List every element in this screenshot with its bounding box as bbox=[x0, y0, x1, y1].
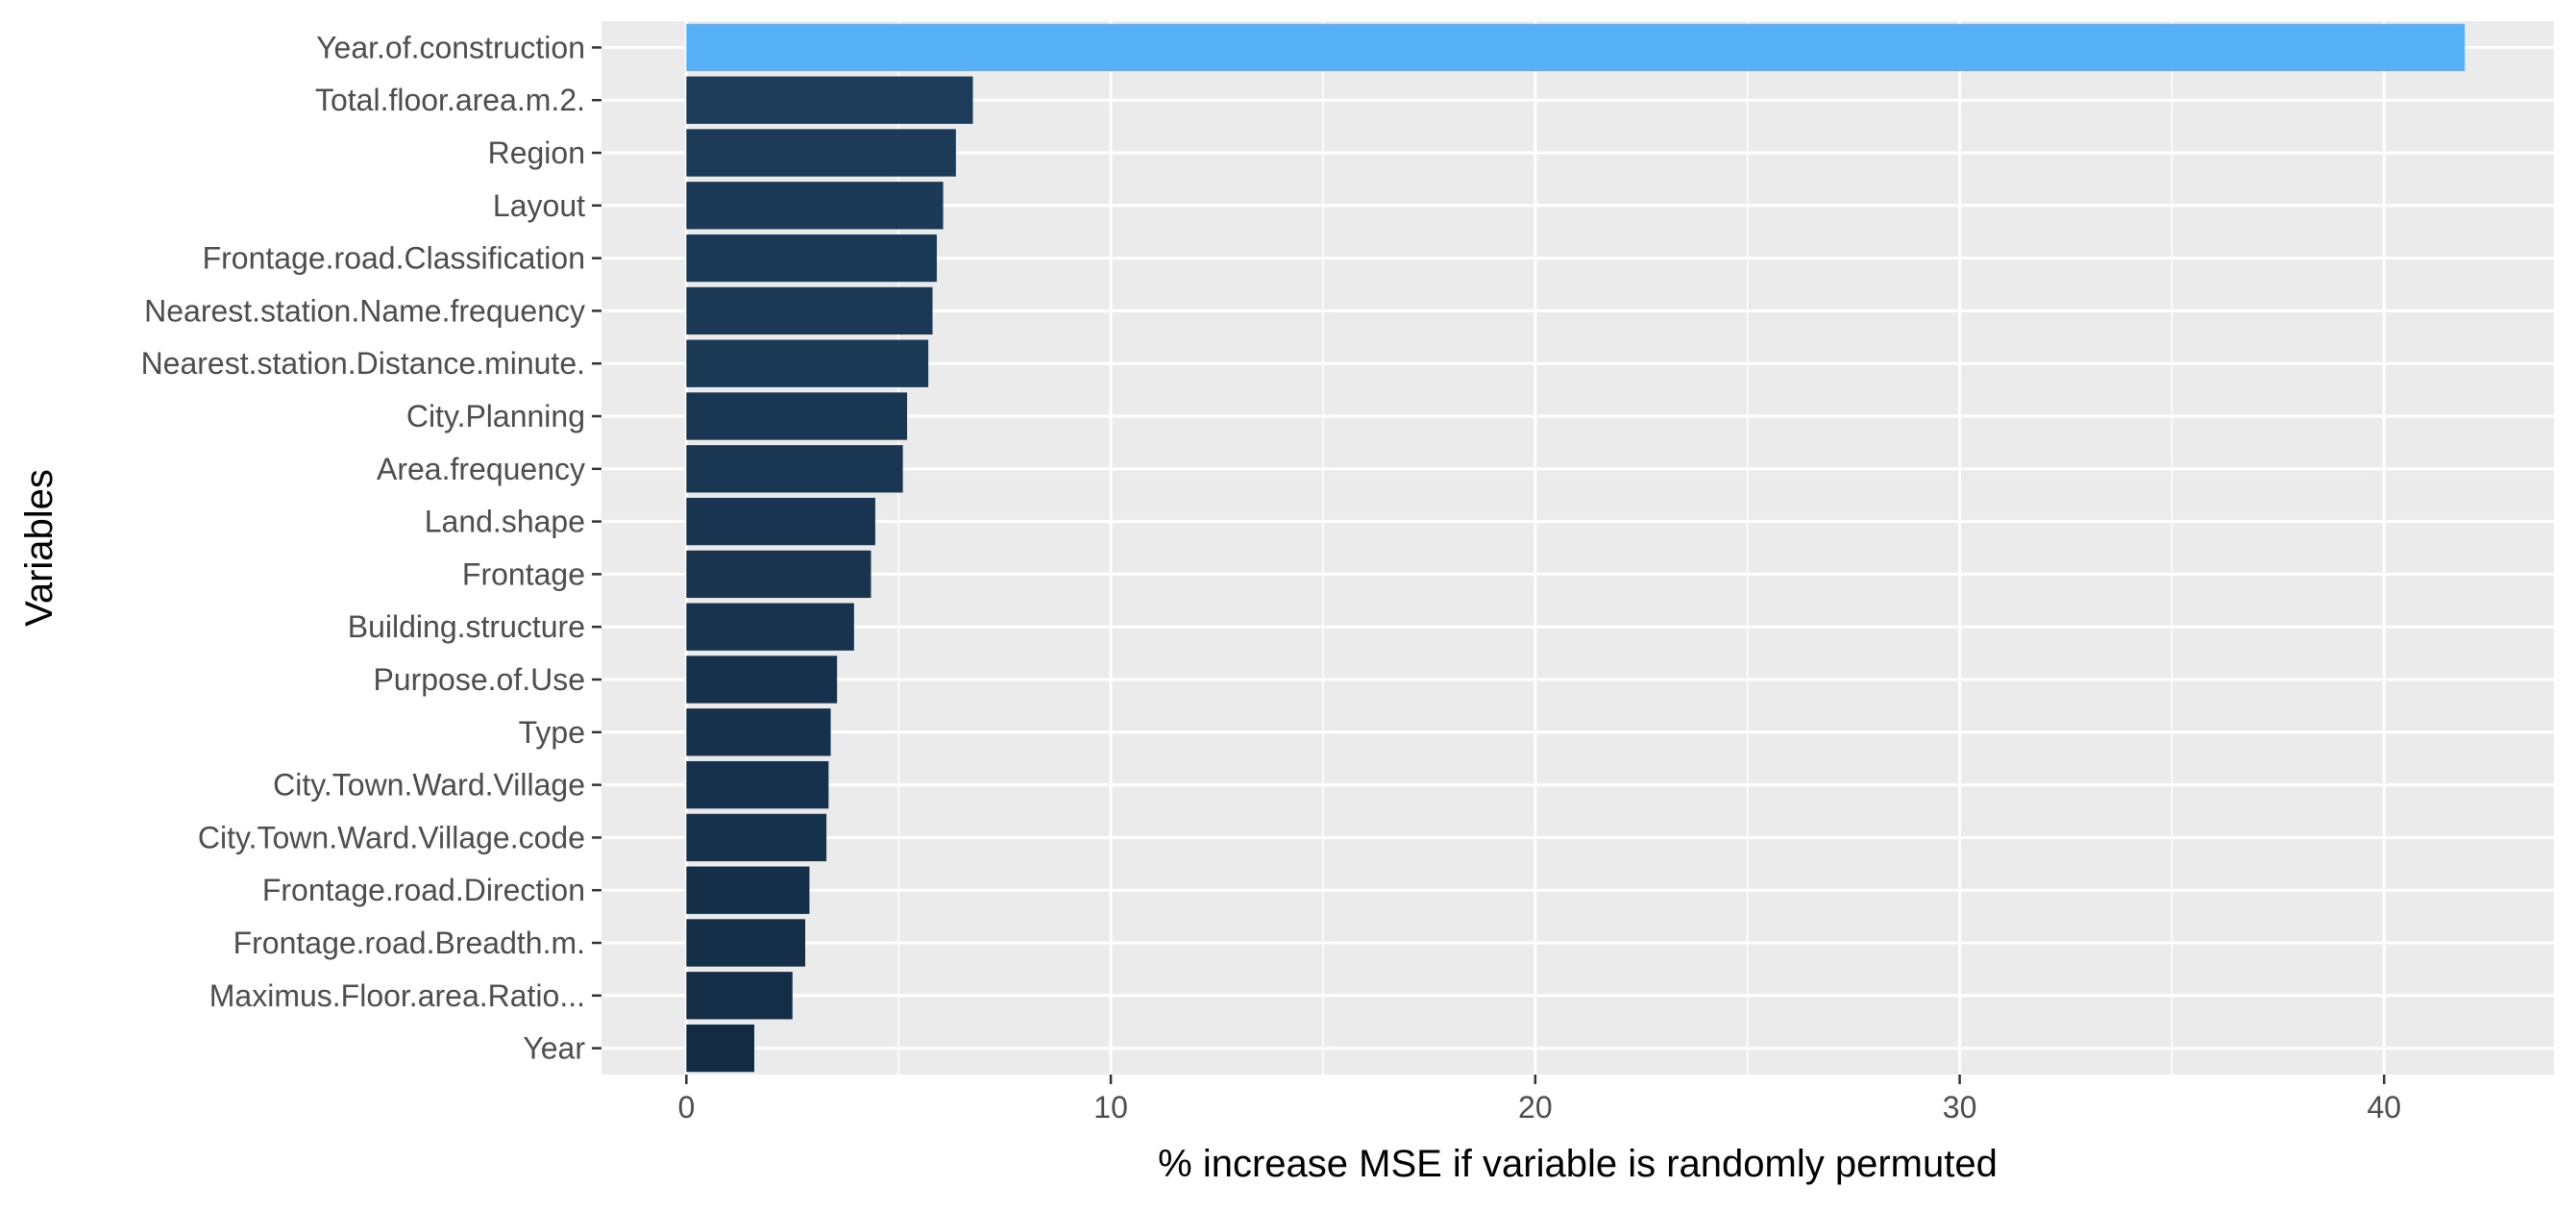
plot-panel bbox=[601, 21, 2554, 1075]
bar bbox=[686, 655, 838, 704]
x-tick-label: 0 bbox=[677, 1090, 695, 1125]
bar bbox=[686, 497, 875, 546]
y-tick-label: Nearest.station.Name.frequency bbox=[144, 293, 585, 328]
y-tick-label: Frontage bbox=[462, 557, 585, 591]
minor-gridlines bbox=[897, 21, 2173, 1075]
y-axis-title: Variables bbox=[18, 469, 61, 627]
bars bbox=[686, 23, 2466, 1073]
x-tick-label: 20 bbox=[1518, 1090, 1553, 1125]
x-tick-label: 40 bbox=[2367, 1090, 2402, 1125]
y-tick-label: Land.shape bbox=[425, 505, 585, 539]
y-tick-label: Frontage.road.Classification bbox=[203, 241, 585, 276]
y-tick-label: Area.frequency bbox=[377, 452, 585, 486]
bar bbox=[686, 76, 973, 124]
bar bbox=[686, 919, 806, 967]
bar bbox=[686, 550, 871, 599]
y-tick-label: City.Town.Ward.Village.code bbox=[198, 820, 585, 854]
y-tick-label: Year bbox=[523, 1031, 585, 1066]
bar bbox=[686, 708, 831, 756]
y-tick-label: Purpose.of.Use bbox=[373, 662, 585, 697]
bar bbox=[686, 392, 908, 440]
bar bbox=[686, 182, 944, 230]
bar bbox=[686, 23, 2466, 72]
bar bbox=[686, 445, 903, 493]
y-tick-label: Frontage.road.Breadth.m. bbox=[233, 926, 585, 960]
y-axis: Year.of.construction Total.floor.area.m.2… bbox=[141, 30, 601, 1066]
y-tick-label: City.Planning bbox=[406, 399, 585, 433]
y-tick-label: Type bbox=[519, 715, 585, 750]
y-tick-label: Building.structure bbox=[348, 609, 585, 644]
y-tick-label: Year.of.construction bbox=[316, 30, 585, 64]
bar bbox=[686, 760, 829, 809]
x-axis: 0 10 20 30 40 bbox=[677, 1075, 2401, 1125]
y-tick-label: City.Town.Ward.Village bbox=[273, 768, 585, 803]
bar bbox=[686, 286, 933, 335]
bar bbox=[686, 1024, 755, 1073]
bar bbox=[686, 866, 810, 914]
y-tick-label: Maximus.Floor.area.Ratio... bbox=[209, 978, 585, 1013]
bar bbox=[686, 339, 929, 387]
x-tick-label: 30 bbox=[1943, 1090, 1977, 1125]
y-tick-label: Frontage.road.Direction bbox=[262, 873, 585, 907]
y-tick-label: Nearest.station.Distance.minute. bbox=[141, 346, 585, 381]
y-tick-label: Total.floor.area.m.2. bbox=[315, 83, 585, 117]
x-tick-label: 10 bbox=[1093, 1090, 1128, 1125]
bar bbox=[686, 234, 937, 283]
bar bbox=[686, 603, 854, 651]
x-axis-title: % increase MSE if variable is randomly p… bbox=[1158, 1143, 1998, 1185]
y-tick-label: Region bbox=[488, 136, 585, 170]
bar bbox=[686, 129, 956, 177]
bar bbox=[686, 972, 793, 1020]
bar bbox=[686, 813, 827, 862]
y-tick-label: Layout bbox=[493, 188, 585, 223]
